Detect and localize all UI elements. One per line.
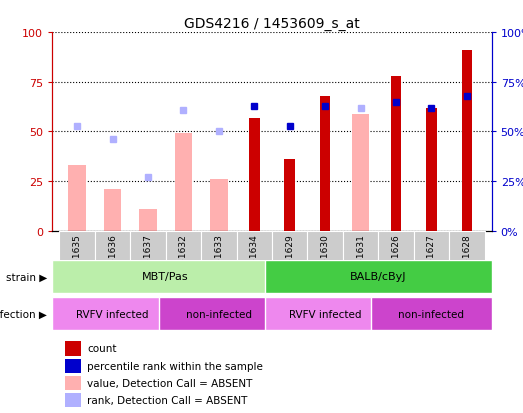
Text: RVFV infected: RVFV infected: [289, 309, 361, 319]
Text: GSM451634: GSM451634: [250, 233, 259, 288]
Bar: [272, 231, 308, 273]
Bar: [104, 190, 121, 231]
Bar: [285, 160, 295, 231]
Text: MBT/Pas: MBT/Pas: [142, 272, 189, 282]
Text: GSM451631: GSM451631: [356, 233, 365, 288]
Bar: [65, 342, 81, 356]
Bar: [461, 51, 472, 231]
Text: GSM451637: GSM451637: [143, 233, 153, 288]
Text: GSM451630: GSM451630: [321, 233, 329, 288]
Text: strain ▶: strain ▶: [6, 272, 47, 282]
Bar: [378, 231, 414, 273]
Bar: [52, 297, 173, 330]
Text: count: count: [87, 344, 117, 354]
Bar: [210, 180, 228, 231]
Bar: [60, 231, 95, 273]
Bar: [201, 231, 236, 273]
Bar: [158, 297, 279, 330]
Bar: [320, 97, 331, 231]
Bar: [65, 393, 81, 408]
Bar: [391, 77, 401, 231]
Text: percentile rank within the sample: percentile rank within the sample: [87, 361, 263, 371]
Bar: [65, 376, 81, 390]
Bar: [65, 359, 81, 373]
Bar: [265, 297, 385, 330]
Bar: [308, 231, 343, 273]
Text: GSM451629: GSM451629: [285, 233, 294, 288]
Bar: [343, 231, 378, 273]
Bar: [95, 231, 130, 273]
Text: GSM451636: GSM451636: [108, 233, 117, 288]
Text: non-infected: non-infected: [399, 309, 464, 319]
Bar: [426, 108, 437, 231]
Text: non-infected: non-infected: [186, 309, 252, 319]
Text: rank, Detection Call = ABSENT: rank, Detection Call = ABSENT: [87, 396, 248, 406]
Bar: [265, 260, 492, 293]
Text: GSM451627: GSM451627: [427, 233, 436, 288]
Bar: [236, 231, 272, 273]
Bar: [414, 231, 449, 273]
Text: BALB/cByJ: BALB/cByJ: [350, 272, 406, 282]
Text: GSM451635: GSM451635: [73, 233, 82, 288]
Bar: [166, 231, 201, 273]
Text: GSM451628: GSM451628: [462, 233, 471, 288]
Text: infection ▶: infection ▶: [0, 309, 47, 319]
Text: value, Detection Call = ABSENT: value, Detection Call = ABSENT: [87, 378, 253, 388]
Text: GSM451632: GSM451632: [179, 233, 188, 288]
Bar: [130, 231, 166, 273]
Bar: [449, 231, 484, 273]
Text: RVFV infected: RVFV infected: [76, 309, 149, 319]
Bar: [139, 209, 157, 231]
Bar: [52, 260, 279, 293]
Bar: [249, 118, 259, 231]
Bar: [175, 134, 192, 231]
Bar: [68, 166, 86, 231]
Title: GDS4216 / 1453609_s_at: GDS4216 / 1453609_s_at: [184, 17, 360, 31]
Bar: [351, 114, 369, 231]
Text: GSM451633: GSM451633: [214, 233, 223, 288]
Bar: [371, 297, 492, 330]
Text: GSM451626: GSM451626: [391, 233, 401, 288]
